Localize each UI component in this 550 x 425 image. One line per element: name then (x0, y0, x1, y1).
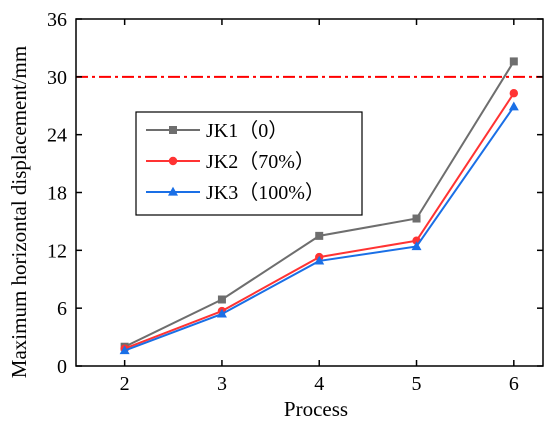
legend-marker (168, 156, 178, 166)
data-point (314, 255, 325, 265)
y-tick-label: 18 (47, 183, 67, 205)
y-tick-label: 24 (47, 125, 67, 147)
series-3 (119, 101, 519, 355)
y-tick-label: 36 (47, 9, 67, 31)
x-tick-label: 6 (509, 373, 519, 395)
x-tick-label: 2 (120, 373, 130, 395)
data-point (411, 241, 422, 251)
legend-label: JK3（100%） (206, 181, 325, 204)
y-tick-label: 0 (57, 356, 67, 378)
series-layer (119, 57, 519, 355)
data-point (412, 214, 421, 223)
legend-marker (169, 126, 177, 134)
data-point (509, 57, 518, 66)
y-axis-title: Maximum horizontal displacement/mm (7, 46, 31, 378)
legend-marker (168, 186, 178, 196)
x-tick-label: 4 (314, 373, 324, 395)
x-axis-title: Process (284, 397, 348, 421)
data-point (508, 101, 519, 111)
data-point (315, 231, 324, 240)
axis-ticks: 0 6 12 18 24 30 36 2 3 4 5 6 (47, 9, 543, 395)
legend-label: JK2（70%） (206, 150, 315, 173)
x-tick-label: 5 (412, 373, 422, 395)
legend: JK1（0） JK2（70%） JK3（100%） (135, 111, 363, 216)
y-tick-label: 6 (57, 298, 67, 320)
x-tick-label: 3 (217, 373, 227, 395)
data-point (216, 308, 227, 318)
y-tick-label: 12 (47, 240, 67, 262)
legend-label: JK1（0） (206, 119, 288, 142)
data-point (509, 89, 519, 98)
data-point (217, 295, 226, 304)
y-tick-label: 30 (47, 67, 67, 89)
data-point (119, 345, 130, 355)
